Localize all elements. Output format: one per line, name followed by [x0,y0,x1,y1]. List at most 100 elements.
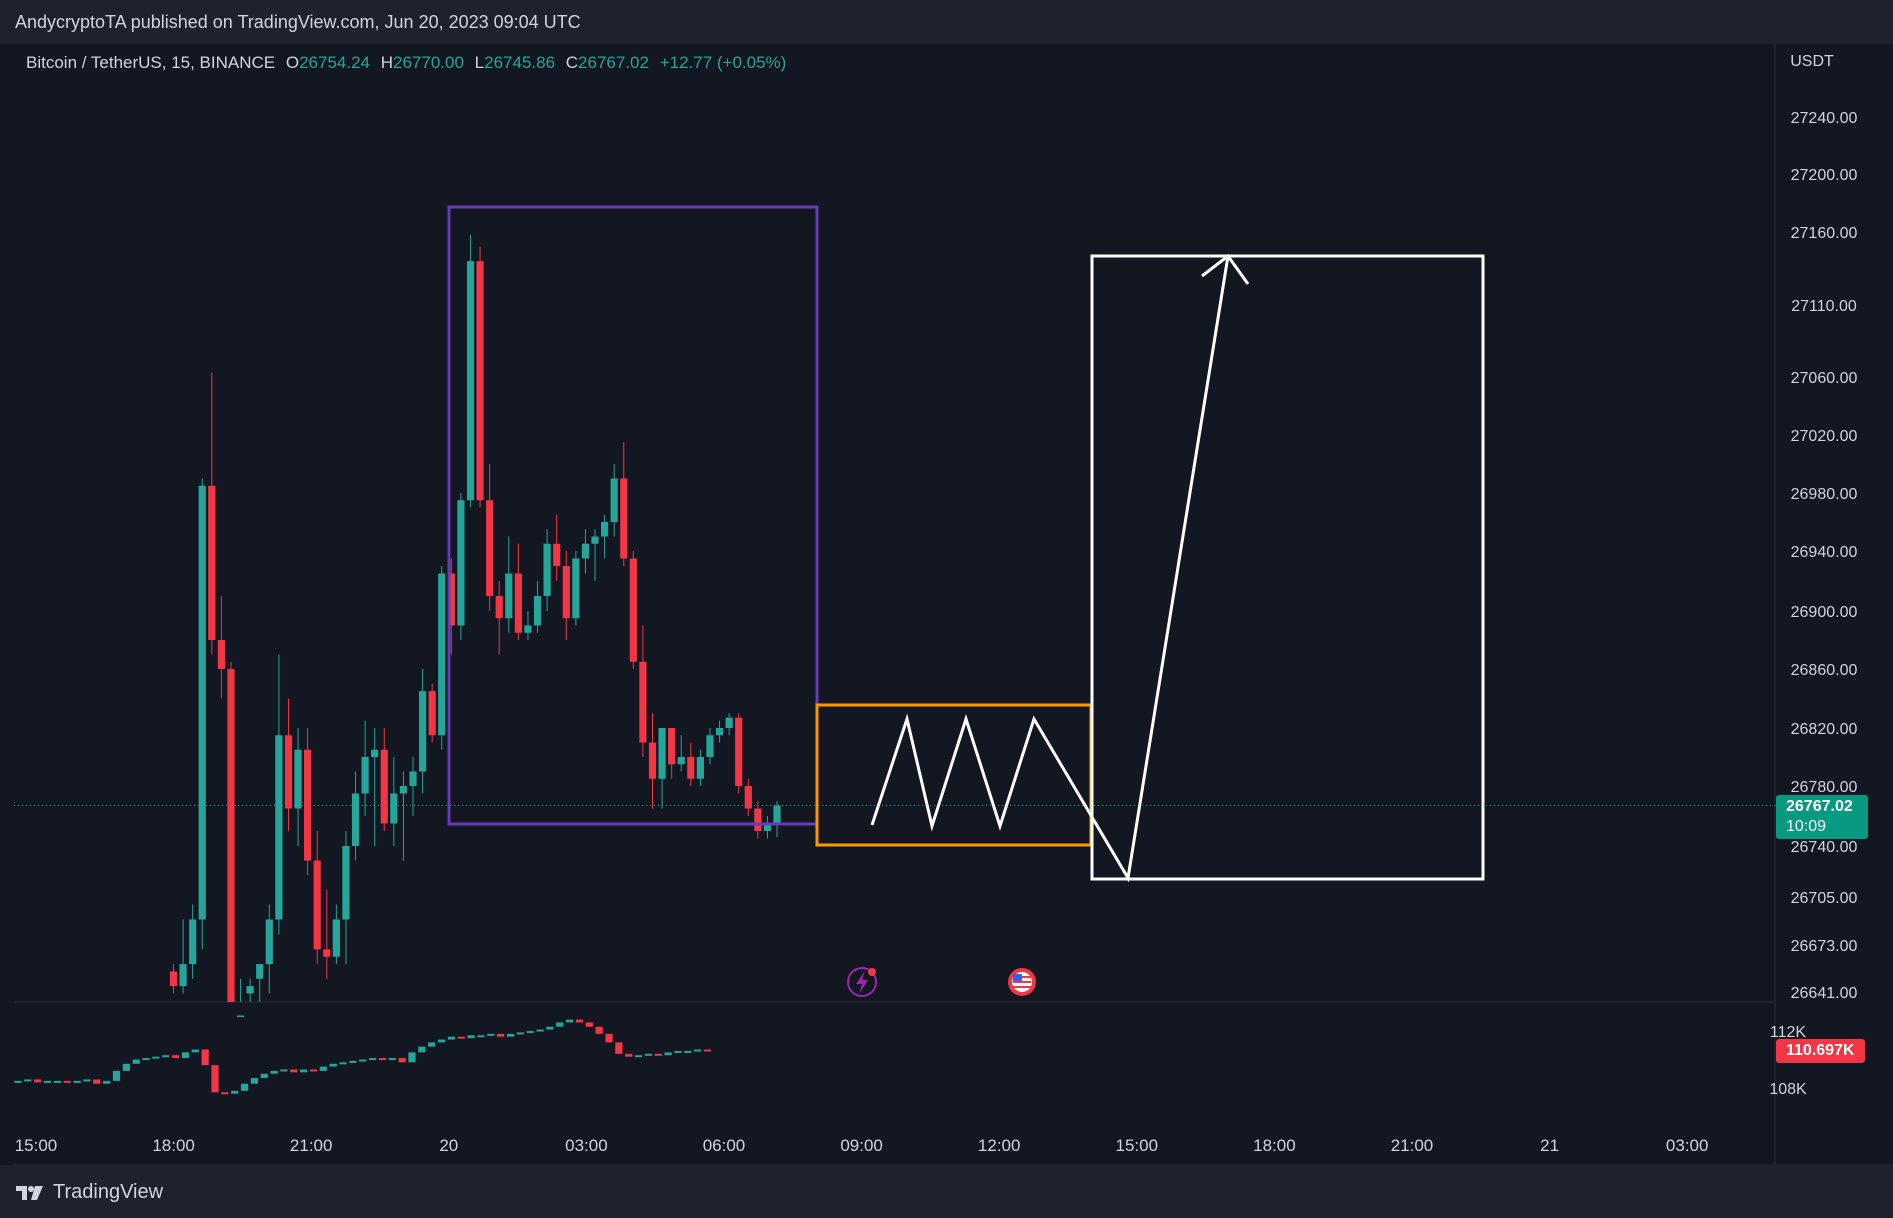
candle-body [706,735,714,757]
time-tick-label: 21:00 [290,1136,333,1155]
candle-body [505,573,513,619]
tradingview-brand[interactable]: TradingView [15,1181,163,1204]
volume-bar [83,1079,91,1082]
volume-bar [181,1052,190,1059]
drawing-layer [447,205,1485,883]
footer-bar [0,1165,1893,1218]
chart-canvas[interactable]: 27240.00 27200.00 27160.00 27110.00 27060.00… [0,0,1893,1165]
candle-body [246,986,254,994]
purple-range-box [447,205,819,826]
close-label: C [565,53,579,72]
candle-body [208,485,216,640]
volume-bar [191,1049,199,1053]
volume-bar [418,1046,426,1053]
us-flag-event-icon [1008,968,1036,996]
volume-bar [359,1059,367,1062]
volume-bar [280,1069,288,1072]
volume-bar [388,1058,396,1061]
candle-body [189,919,197,965]
publish-header: AndycryptoTA published on TradingView.co… [0,0,1893,44]
brand-name: TradingView [53,1181,164,1203]
time-tick-label: 21:00 [1391,1136,1434,1155]
candle-body [198,485,206,920]
price-tick-label: 26740.00 [1791,839,1858,856]
candle-body [677,757,685,765]
volume-bar [575,1019,584,1023]
symbol-legend[interactable]: Bitcoin / TetherUS, 15, BINANCE O26754.2… [26,53,792,73]
volume-bar [34,1079,42,1083]
candle-body [495,596,503,619]
candle-body [466,261,475,501]
current-volume-badge: 110.697K [1776,1039,1865,1063]
volume-bar [703,1049,712,1052]
volume-tick-label: 112K [1770,1024,1807,1041]
candle-body [332,919,340,957]
candle-body [256,964,264,979]
volume-bar [349,1060,357,1063]
change-value: +12.77 (+0.05%) [659,53,787,72]
candle-body [428,691,436,736]
time-tick-label: 20 [439,1136,458,1155]
candle-body [227,669,235,1002]
candle-body [418,691,427,772]
candle-body [763,823,772,831]
volume-series [14,1019,712,1095]
volume-bar [309,1069,318,1072]
candle-body [275,735,283,920]
volume-bar [172,1055,180,1059]
candle-body [543,543,551,596]
volume-bar [605,1033,613,1043]
candle-body [533,596,542,626]
volume-bar [260,1073,268,1079]
volume-bar [319,1066,327,1071]
volume-axis: 112K 108K [1769,1024,1807,1098]
candle-body [236,1015,245,1017]
candle-body [361,757,369,794]
volume-bar [73,1080,81,1083]
volume-bar [142,1058,150,1061]
time-tick-label: 12:00 [978,1136,1021,1155]
candle-body [610,478,618,522]
candle-body [390,793,398,824]
time-tick-label: 15:00 [1116,1136,1159,1155]
volume-bar [43,1080,52,1083]
price-tick-label: 26673.00 [1791,938,1858,955]
price-tick-label: 27240.00 [1791,110,1858,127]
chart-grid [14,44,1893,1165]
candle-body [476,261,484,501]
price-tick-label: 27060.00 [1791,370,1858,387]
candle-body [342,846,350,920]
high-value: 26770.00 [393,53,464,72]
candle-body [447,573,455,626]
candle-body [658,728,666,779]
candle-body [514,573,522,633]
volume-bar [290,1069,298,1073]
volume-bar [654,1053,662,1056]
candle-body [457,500,465,626]
time-tick-label: 21 [1540,1136,1559,1155]
volume-bar [664,1052,672,1056]
volume-bar [694,1049,702,1052]
time-tick-label: 09:00 [840,1136,883,1155]
volume-bar [437,1039,446,1043]
volume-bar [536,1029,544,1032]
candle-body [380,749,388,824]
candle-body [304,749,312,861]
candle-body [648,742,657,779]
candle-body [294,749,302,809]
event-markers [847,967,1036,997]
price-tick-label: 26900.00 [1791,604,1858,621]
open-label: O [285,53,300,72]
volume-bar [526,1031,534,1033]
current-price-badge: 26767.02 10:09 [1776,795,1868,839]
symbol-name[interactable]: Bitcoin / TetherUS, 15, BINANCE [26,53,276,72]
volume-bar [546,1026,554,1030]
volume-bar [53,1080,61,1083]
candle-body [572,558,580,619]
candle-body [620,478,628,559]
candle-body [409,771,417,786]
volume-bar [585,1022,593,1027]
volume-bar [516,1032,524,1035]
price-tick-label: 27110.00 [1791,298,1857,315]
volume-bar [231,1090,239,1094]
